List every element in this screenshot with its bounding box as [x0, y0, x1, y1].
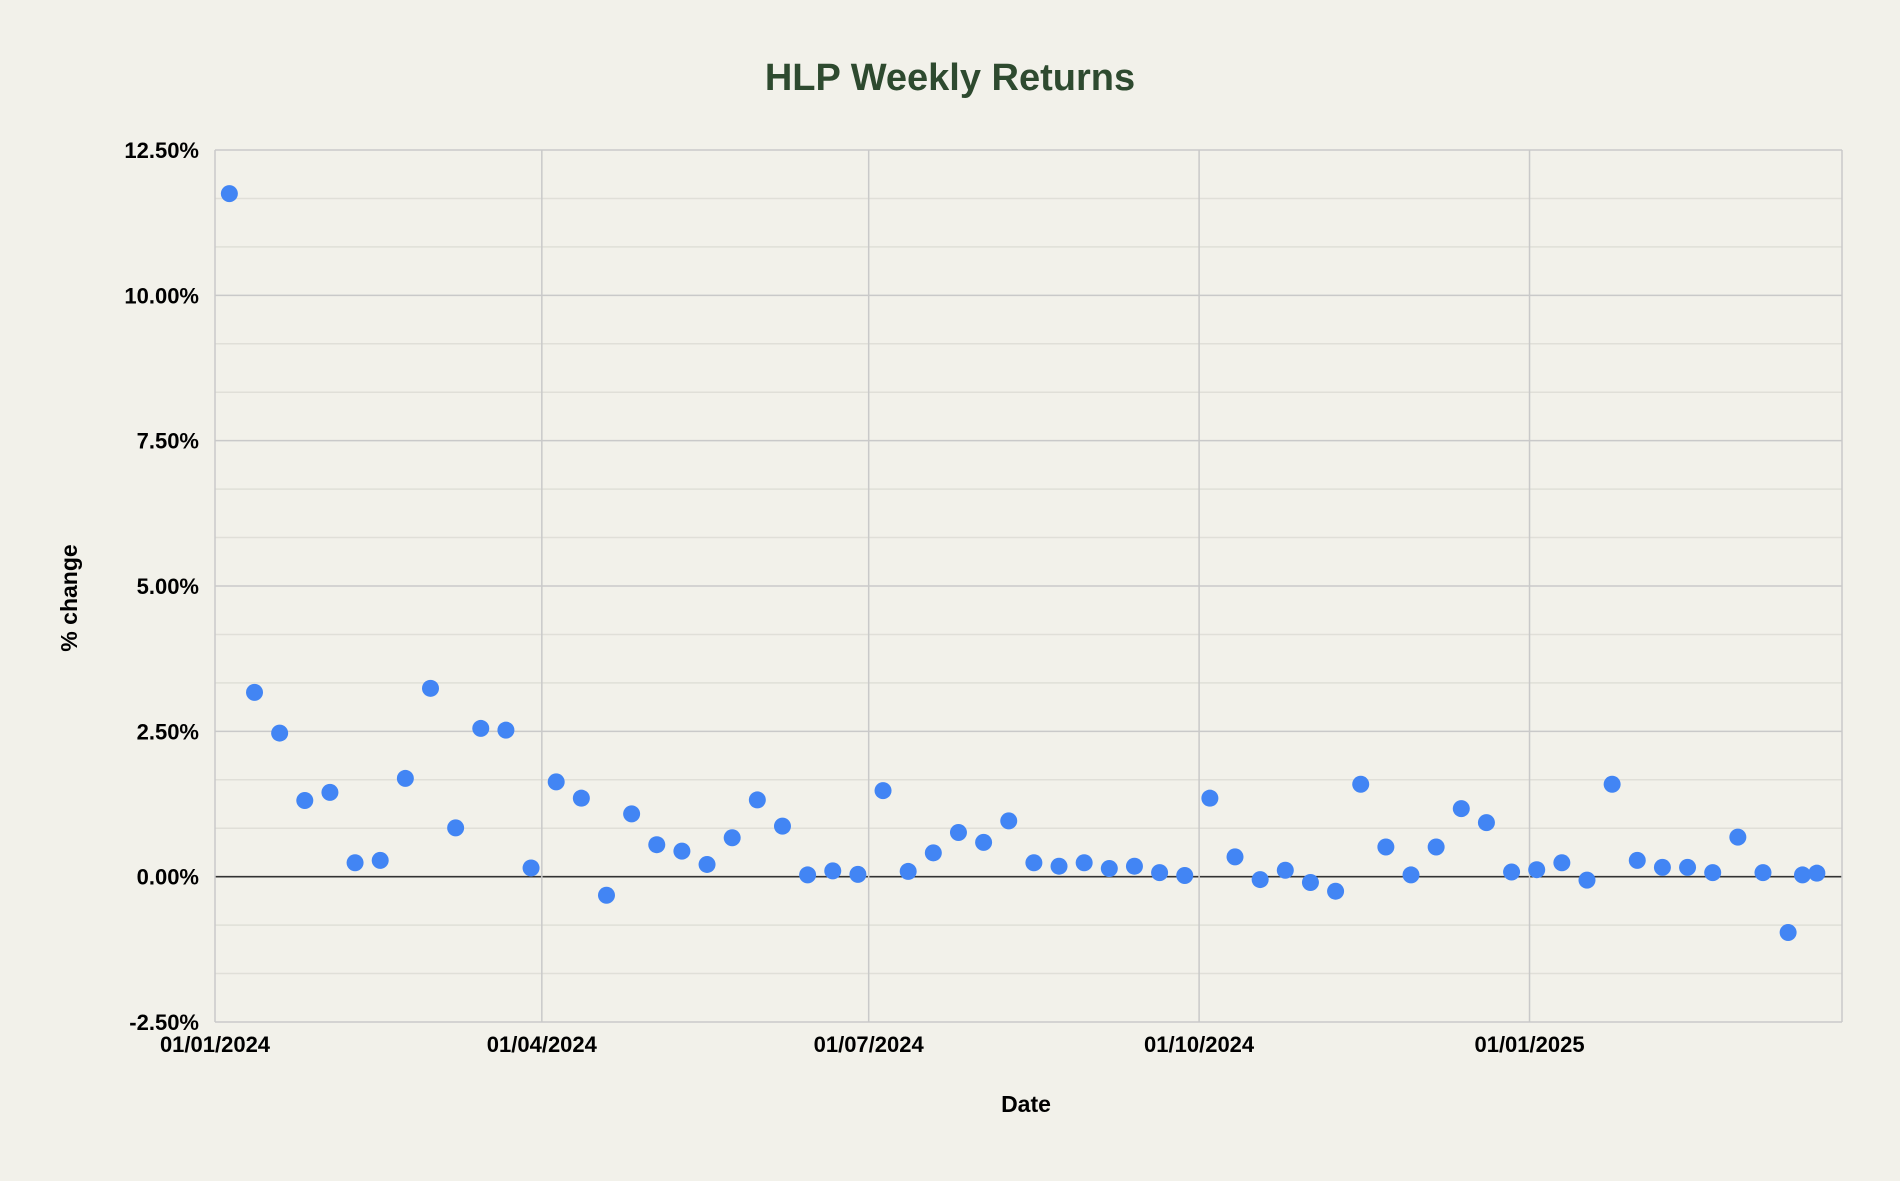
data-point — [472, 719, 490, 737]
data-point — [1704, 864, 1722, 882]
y-tick-label: 5.00% — [137, 574, 199, 599]
data-point — [1050, 857, 1068, 875]
data-point — [1578, 871, 1596, 889]
x-tick-label: 01/07/2024 — [814, 1032, 925, 1057]
data-point — [1679, 858, 1697, 876]
data-point — [1452, 800, 1470, 818]
data-point — [824, 862, 842, 880]
data-point — [773, 817, 791, 835]
data-point — [849, 865, 867, 883]
y-tick-label: 0.00% — [137, 865, 199, 890]
data-point — [723, 829, 741, 847]
y-tick-label: 10.00% — [124, 283, 199, 308]
data-point — [271, 724, 289, 742]
data-point — [1301, 873, 1319, 891]
chart-title: HLP Weekly Returns — [765, 57, 1135, 99]
data-points — [220, 185, 1826, 941]
data-point — [1151, 864, 1169, 882]
data-point — [321, 783, 339, 801]
data-point — [1477, 814, 1495, 832]
data-point — [1377, 838, 1395, 856]
data-point — [296, 792, 314, 810]
data-point — [597, 886, 615, 904]
data-point — [874, 782, 892, 800]
data-point — [1793, 866, 1811, 884]
data-point — [1276, 861, 1294, 879]
x-tick-label: 01/01/2024 — [160, 1032, 271, 1057]
data-point — [1553, 854, 1571, 872]
data-point — [1125, 857, 1143, 875]
data-point — [1075, 854, 1093, 872]
data-point — [1808, 864, 1826, 882]
data-point — [748, 791, 766, 809]
data-point — [220, 185, 238, 203]
data-point — [1603, 775, 1621, 793]
data-point — [1729, 828, 1747, 846]
data-point — [698, 855, 716, 873]
data-point — [1653, 858, 1671, 876]
data-point — [396, 769, 414, 787]
x-axis-title: Date — [1001, 1091, 1051, 1117]
x-tick-label: 01/10/2024 — [1144, 1032, 1255, 1057]
data-point — [1779, 923, 1797, 941]
y-axis-ticks: 12.50% 10.00% 7.50% 5.00% 2.50% 0.00% -2.50% — [124, 138, 199, 1035]
x-tick-label: 01/01/2025 — [1474, 1032, 1584, 1057]
data-point — [246, 683, 264, 701]
data-point — [1251, 871, 1269, 889]
data-point — [447, 819, 465, 837]
data-point — [572, 789, 590, 807]
data-point — [1226, 848, 1244, 866]
data-point — [949, 823, 967, 841]
y-tick-label: -2.50% — [129, 1010, 199, 1035]
data-point — [899, 862, 917, 880]
data-point — [673, 842, 691, 860]
data-point — [623, 805, 641, 823]
data-point — [1427, 838, 1445, 856]
x-tick-label: 01/04/2024 — [487, 1032, 598, 1057]
data-point — [1100, 860, 1118, 878]
data-point — [1000, 812, 1018, 830]
data-point — [522, 859, 540, 877]
data-point — [1176, 867, 1194, 885]
y-tick-label: 2.50% — [137, 719, 199, 744]
y-tick-label: 12.50% — [124, 138, 199, 163]
data-point — [924, 844, 942, 862]
data-point — [1201, 789, 1219, 807]
data-point — [1528, 861, 1546, 879]
data-point — [497, 721, 515, 739]
grid — [214, 149, 1843, 1023]
data-point — [1754, 864, 1772, 882]
data-point — [1352, 775, 1370, 793]
data-point — [371, 851, 389, 869]
data-point — [1025, 854, 1043, 872]
y-tick-label: 7.50% — [137, 429, 199, 454]
data-point — [1327, 882, 1345, 900]
data-point — [1402, 866, 1420, 884]
data-point — [421, 679, 439, 697]
data-point — [1628, 851, 1646, 869]
data-point — [1503, 863, 1521, 881]
data-point — [648, 836, 666, 854]
data-point — [975, 833, 993, 851]
x-axis-ticks: 01/01/2024 01/04/2024 01/07/2024 01/10/2024… — [160, 1032, 1585, 1057]
data-point — [346, 854, 364, 872]
y-axis-title: % change — [56, 544, 82, 651]
data-point — [547, 773, 565, 791]
data-point — [799, 866, 817, 884]
